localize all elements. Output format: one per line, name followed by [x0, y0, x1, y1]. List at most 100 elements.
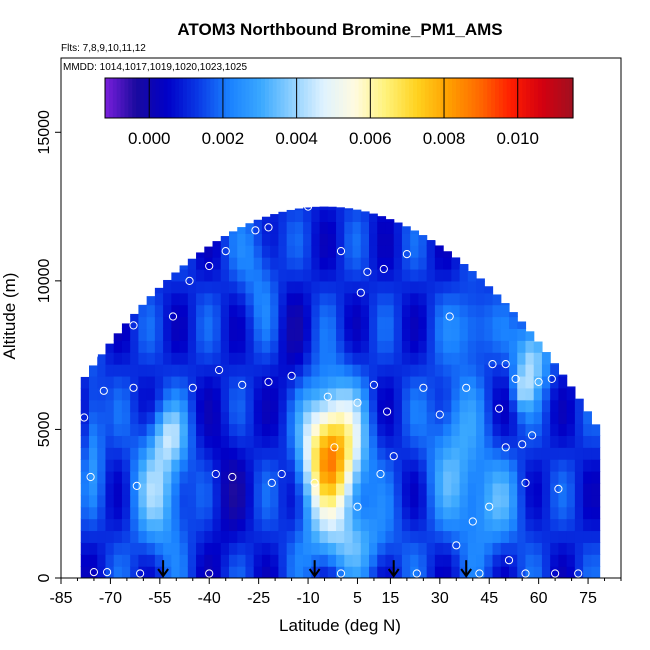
field-cell: [476, 375, 485, 389]
field-cell: [105, 506, 115, 520]
field-cell: [171, 459, 181, 472]
field-cell: [105, 435, 115, 448]
field-cell: [286, 316, 296, 329]
field-cell: [352, 554, 362, 567]
field-cell: [574, 518, 584, 532]
field-cell: [484, 340, 494, 353]
field-cell: [89, 482, 98, 496]
field-cell: [89, 387, 98, 401]
field-cell: [360, 340, 370, 353]
field-cell: [517, 542, 527, 555]
field-cell: [377, 411, 387, 425]
field-cell: [336, 280, 345, 294]
field-cell: [591, 506, 601, 520]
field-cell: [204, 471, 214, 484]
field-cell: [138, 328, 148, 341]
field-cell: [583, 554, 592, 567]
field-cell: [179, 265, 189, 270]
field-cell: [451, 494, 461, 508]
colorbar-segment: [518, 78, 523, 118]
field-cell: [401, 471, 411, 484]
field-cell: [426, 518, 436, 532]
field-cell: [360, 387, 370, 401]
field-cell: [509, 459, 518, 472]
field-cell: [377, 423, 387, 436]
field-cell: [113, 459, 123, 472]
colorbar-segment: [530, 78, 535, 118]
field-cell: [303, 292, 312, 306]
field-cell: [229, 364, 238, 377]
field-cell: [229, 340, 238, 353]
sample-point: [475, 569, 484, 578]
y-axis-label: Altitude (m): [0, 273, 19, 360]
field-cell: [385, 340, 395, 353]
field-cell: [130, 411, 140, 425]
field-cell: [327, 316, 337, 329]
field-cell: [294, 554, 304, 567]
colorbar-segment: [424, 78, 430, 118]
x-tick-label: -10: [296, 590, 319, 607]
sample-point: [353, 502, 362, 511]
field-cell: [401, 459, 411, 472]
field-cell: [574, 435, 584, 448]
field-cell: [492, 542, 502, 555]
field-cell: [541, 459, 551, 472]
field-cell: [541, 482, 551, 496]
field-cell: [517, 530, 527, 543]
field-cell: [253, 482, 263, 496]
field-cell: [196, 471, 205, 484]
field-cell: [344, 554, 354, 567]
field-cell: [154, 352, 164, 365]
field-cell: [171, 566, 181, 578]
sample-point: [383, 407, 392, 416]
field-cell: [220, 518, 230, 532]
field-cell: [204, 280, 214, 294]
field-cell: [484, 435, 494, 448]
colorbar-segment: [358, 78, 363, 118]
field-cell: [179, 268, 189, 282]
field-cell: [138, 530, 148, 543]
field-cell: [229, 233, 238, 246]
field-cell: [80, 506, 90, 520]
field-cell: [401, 257, 411, 270]
field-cell: [533, 471, 543, 484]
field-cell: [459, 459, 469, 472]
field-cell: [179, 459, 189, 472]
field-cell: [451, 316, 461, 329]
field-cell: [336, 387, 345, 401]
field-cell: [130, 340, 140, 353]
field-cell: [212, 340, 222, 353]
field-cell: [484, 530, 494, 543]
field-cell: [517, 352, 527, 365]
x-axis: -85 -70 -55 -40 -25 -10 5 15 30 45 60 75: [49, 578, 622, 607]
field-cell: [451, 257, 461, 270]
field-cell: [245, 245, 255, 258]
field-cell: [500, 352, 510, 365]
field-cell: [500, 494, 510, 508]
field-cell: [294, 423, 304, 436]
field-cell: [311, 233, 321, 246]
field-cell: [492, 482, 502, 496]
field-cell: [418, 280, 428, 294]
field-cell: [80, 518, 90, 532]
field-cell: [261, 304, 271, 318]
field-cell: [179, 328, 189, 341]
field-cell: [327, 482, 337, 496]
field-cell: [270, 399, 280, 413]
field-cell: [434, 506, 444, 520]
field-cell: [377, 459, 387, 472]
field-cell: [89, 530, 98, 543]
field-cell: [171, 447, 181, 460]
field-cell: [97, 482, 107, 496]
field-cell: [443, 352, 452, 365]
field-cell: [303, 257, 312, 270]
field-cell: [352, 542, 362, 555]
field-cell: [237, 280, 247, 294]
field-cell: [434, 566, 444, 578]
field-cell: [476, 423, 485, 436]
flight-arrow: [387, 560, 400, 578]
field-cell: [550, 518, 560, 532]
field-cell: [113, 423, 123, 436]
field-cell: [410, 506, 420, 520]
field-cell: [434, 423, 444, 436]
